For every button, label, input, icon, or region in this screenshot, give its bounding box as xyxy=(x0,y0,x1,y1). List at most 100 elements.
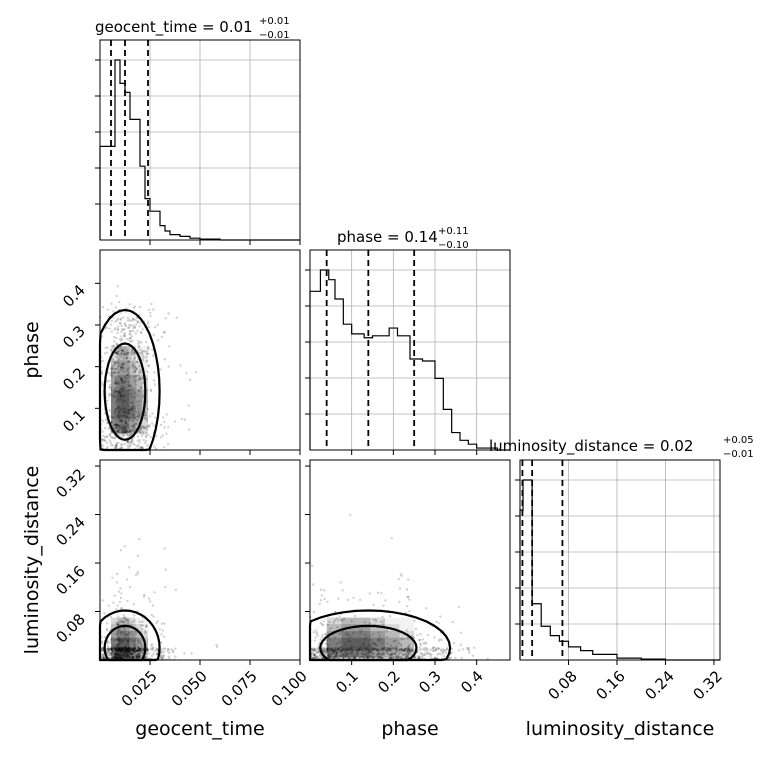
sample-point xyxy=(326,623,330,626)
sample-point xyxy=(118,620,121,624)
panel-hist-geocent_time xyxy=(95,39,301,245)
sample-point xyxy=(110,375,113,378)
sample-point xyxy=(111,420,115,423)
density-cell xyxy=(399,637,415,645)
y-tick-label: 0.2 xyxy=(59,364,89,394)
sample-point xyxy=(114,379,118,382)
contour-1 xyxy=(103,342,147,441)
sample-point xyxy=(368,622,372,625)
sample-point xyxy=(107,649,110,653)
sample-point xyxy=(114,367,118,371)
sample-point xyxy=(335,653,338,656)
sample-point xyxy=(394,639,397,642)
sample-point xyxy=(111,651,114,654)
density-cell xyxy=(385,637,400,645)
sample-point xyxy=(396,656,400,659)
y-tick-label: 0.24 xyxy=(52,513,88,549)
sample-point xyxy=(153,649,156,653)
sample-point xyxy=(406,650,409,653)
sample-point xyxy=(382,604,385,607)
sample-point xyxy=(116,604,119,607)
sample-point xyxy=(318,653,322,656)
sample-point xyxy=(336,652,339,655)
sample-point xyxy=(385,649,388,652)
sample-point xyxy=(407,598,411,601)
sample-point xyxy=(316,648,319,651)
sample-point xyxy=(313,653,316,657)
sample-point xyxy=(329,656,332,659)
sample-point xyxy=(130,351,133,355)
y-tick-label: 0.32 xyxy=(52,465,88,501)
sample-point xyxy=(335,652,338,655)
sample-point xyxy=(123,332,126,335)
sample-point xyxy=(395,645,398,648)
sample-point xyxy=(113,328,116,331)
density-cell xyxy=(129,630,136,638)
sample-point xyxy=(133,614,136,617)
sample-point xyxy=(114,656,117,659)
sample-point xyxy=(122,620,125,624)
sample-point xyxy=(437,646,440,650)
sample-point xyxy=(117,364,120,368)
sample-point xyxy=(423,649,427,652)
sample-point xyxy=(136,649,139,652)
sample-point xyxy=(123,616,126,619)
sample-point xyxy=(130,350,133,353)
sample-point xyxy=(337,651,340,655)
sample-point xyxy=(386,647,389,650)
density-cell xyxy=(117,644,124,651)
sample-point xyxy=(322,647,325,650)
sample-point xyxy=(135,655,139,658)
sample-point xyxy=(128,339,131,342)
sample-point xyxy=(140,425,144,428)
sample-point xyxy=(187,428,191,431)
sample-point xyxy=(138,377,141,381)
sample-point xyxy=(336,626,339,629)
sample-point xyxy=(328,655,331,659)
sample-point xyxy=(131,424,134,428)
sample-point xyxy=(122,357,126,360)
sample-point xyxy=(142,350,145,353)
sample-point xyxy=(139,371,142,374)
sample-point xyxy=(109,429,113,433)
sample-point xyxy=(104,418,108,422)
density-cell xyxy=(123,650,130,658)
sample-point xyxy=(122,363,126,366)
sample-point xyxy=(312,583,315,586)
sample-point xyxy=(106,351,109,354)
sample-point xyxy=(410,649,413,653)
sample-point xyxy=(138,400,141,403)
sample-point xyxy=(138,325,141,328)
sample-point xyxy=(408,651,411,655)
sample-point xyxy=(141,628,144,631)
sample-point xyxy=(146,322,150,325)
sample-point xyxy=(137,638,140,641)
sample-point xyxy=(324,651,327,655)
sample-point xyxy=(130,429,133,432)
sample-point xyxy=(417,655,420,658)
sample-point xyxy=(321,633,324,637)
sample-point xyxy=(397,656,400,659)
density-cell xyxy=(141,404,148,419)
sample-point xyxy=(314,653,317,657)
sample-point xyxy=(385,650,389,653)
frame-2d-phase-luminosity_distance xyxy=(309,459,511,661)
sample-point xyxy=(336,656,340,659)
sample-point xyxy=(400,638,403,641)
sample-point xyxy=(114,382,117,385)
sample-point xyxy=(115,360,118,364)
sample-point xyxy=(370,652,374,655)
sample-point xyxy=(112,371,116,375)
sample-point xyxy=(180,417,184,421)
sample-point xyxy=(119,620,123,623)
sample-point xyxy=(317,646,320,650)
sample-point xyxy=(108,641,112,644)
sample-point xyxy=(462,648,465,651)
sample-point xyxy=(139,647,142,651)
sample-point xyxy=(382,619,385,623)
sample-point xyxy=(123,327,126,331)
density-cell xyxy=(326,644,342,651)
sample-point xyxy=(147,352,150,356)
sample-point xyxy=(151,355,155,358)
